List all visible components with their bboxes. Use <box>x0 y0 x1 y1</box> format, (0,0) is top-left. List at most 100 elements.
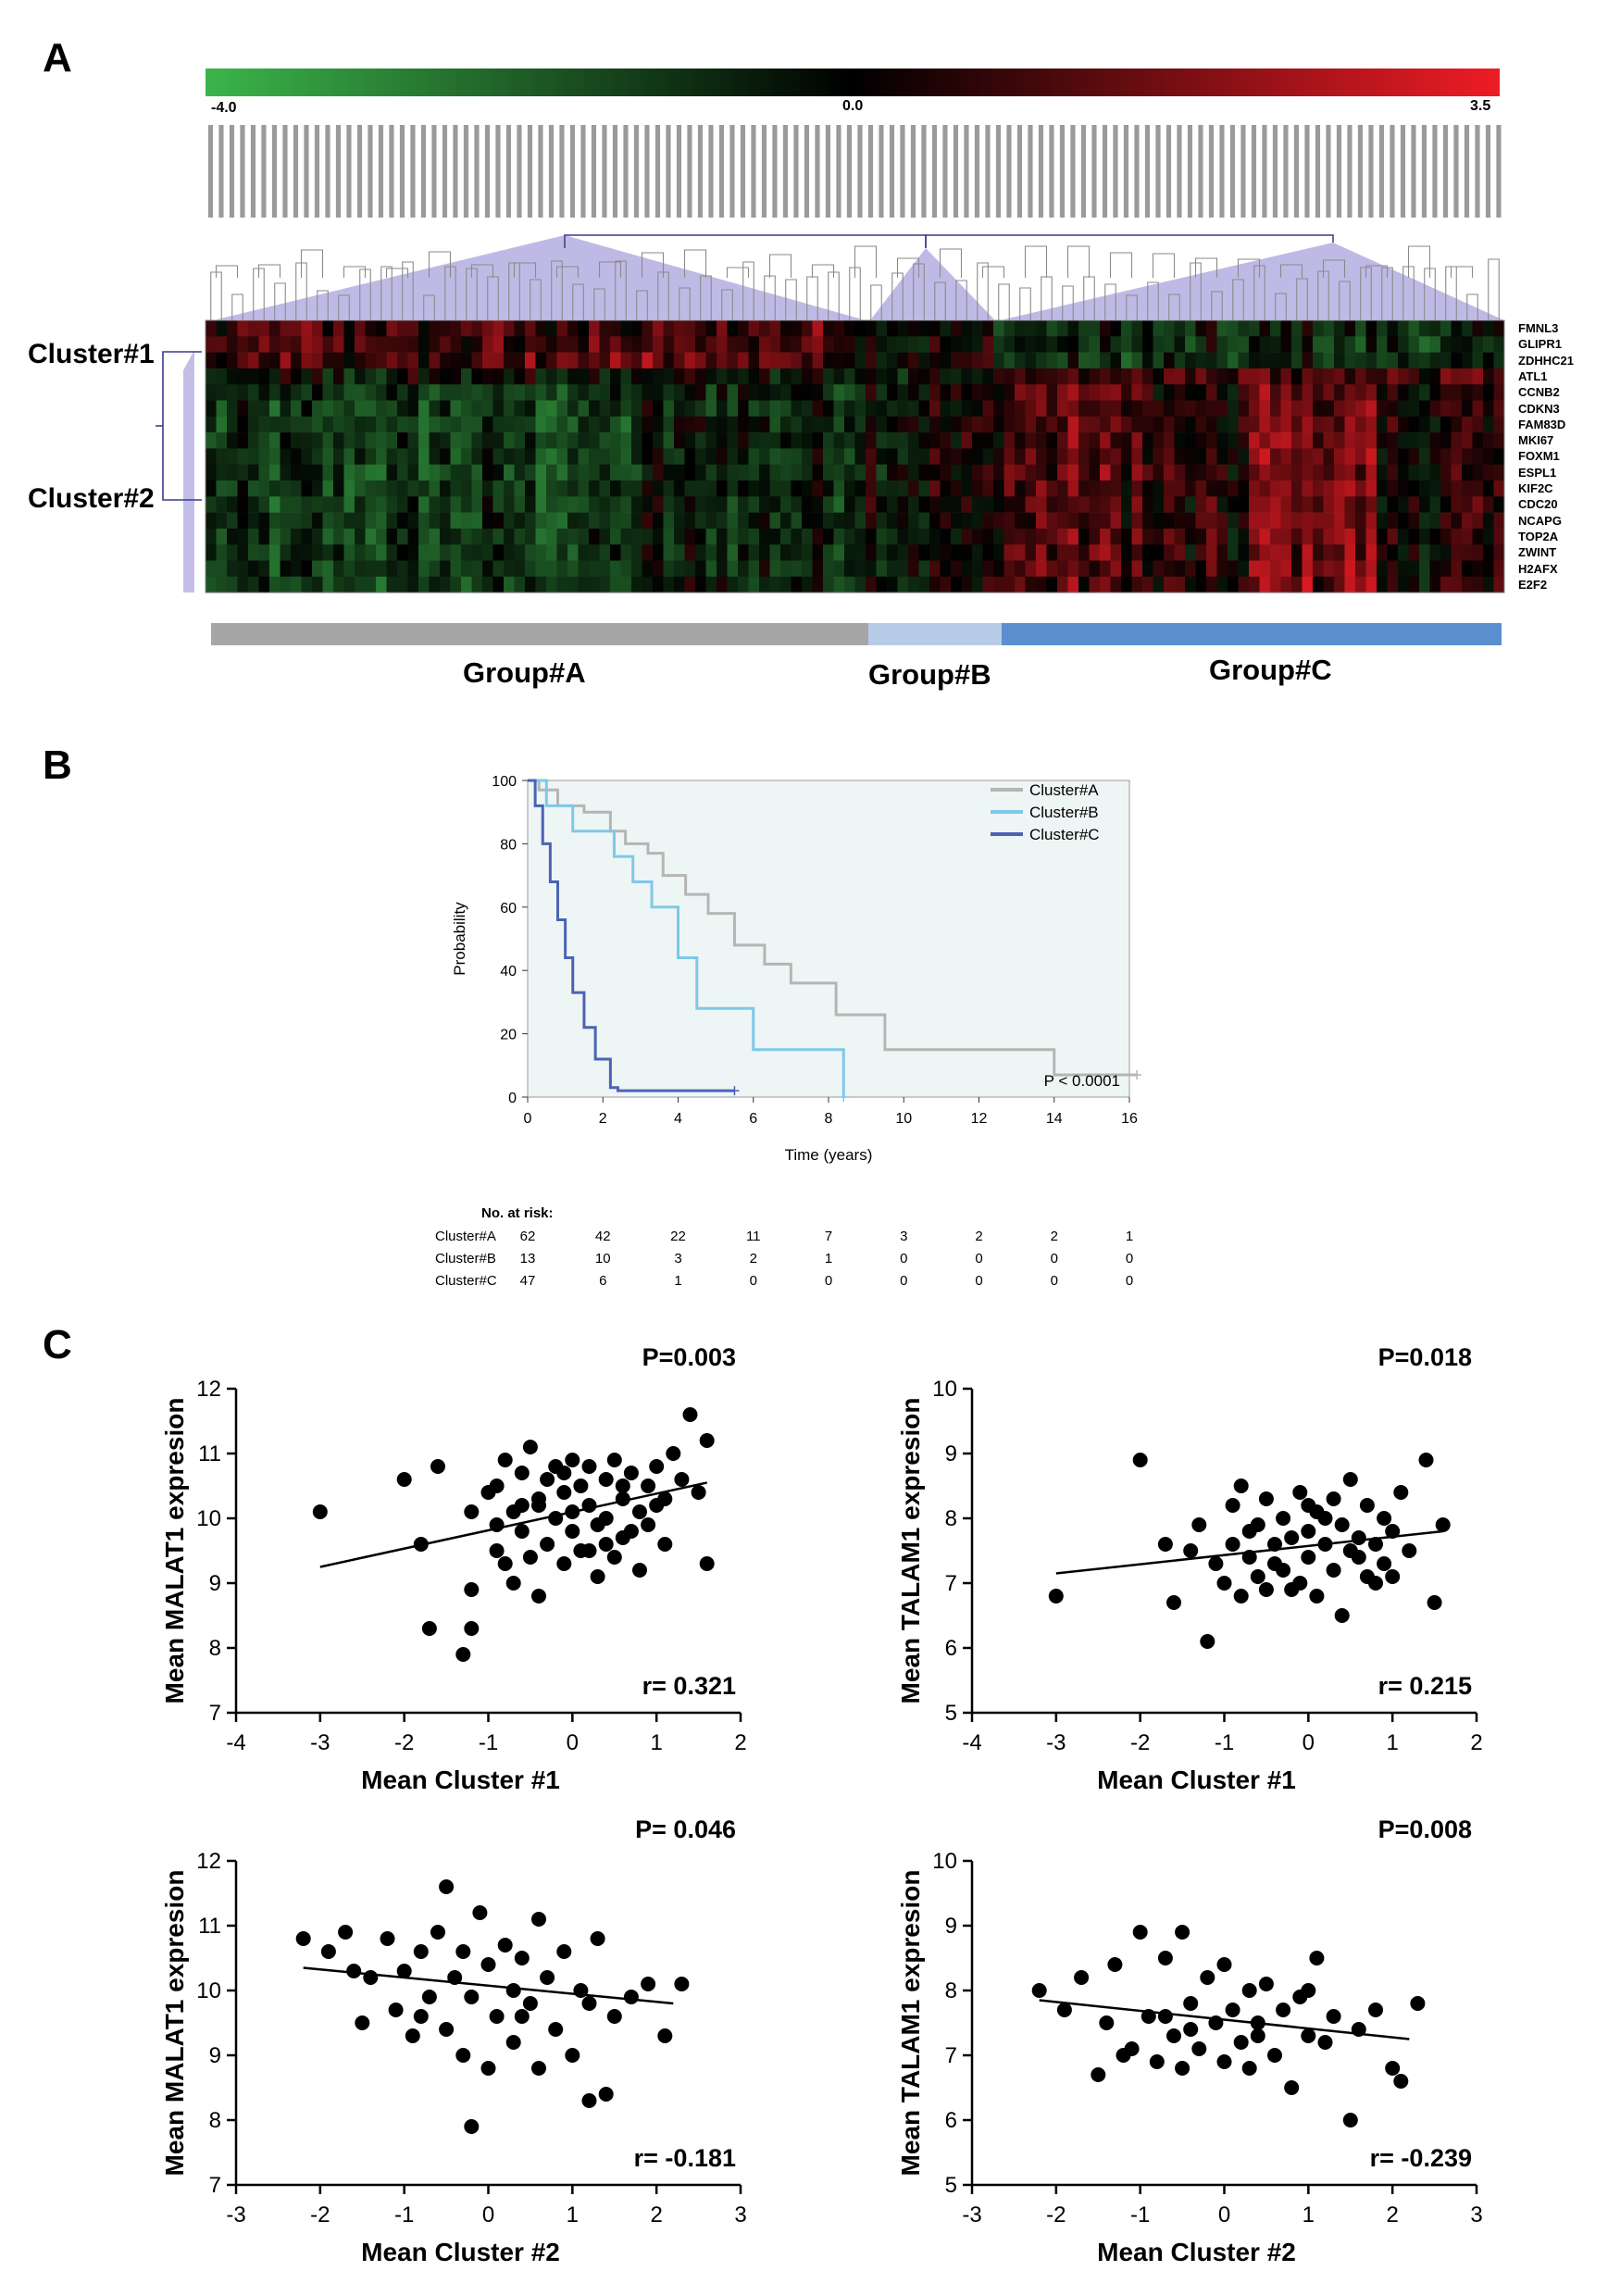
heatmap-cell <box>599 384 611 401</box>
heatmap-cell <box>1280 560 1292 578</box>
heatmap-cell <box>748 464 760 481</box>
heatmap-cell <box>876 400 888 418</box>
heatmap-cell <box>386 576 398 593</box>
km-risk-value: 1 <box>825 1251 832 1267</box>
heatmap-cell <box>1280 336 1292 353</box>
heatmap-cell <box>1110 528 1122 545</box>
heatmap-cell <box>897 384 909 401</box>
heatmap-cell <box>866 528 877 545</box>
heatmap-cell <box>833 320 845 337</box>
heatmap-cell <box>844 512 855 530</box>
heatmap-cell <box>1387 384 1399 401</box>
scatter-point <box>421 1621 437 1636</box>
heatmap-cell <box>759 496 770 513</box>
heatmap-cell <box>1046 576 1058 593</box>
heatmap-cell <box>546 512 557 530</box>
heatmap-cell <box>1089 576 1101 593</box>
heatmap-cell <box>674 384 685 401</box>
heatmap-cell <box>780 336 792 353</box>
scatter-pvalue: P=0.008 <box>1378 1816 1472 1843</box>
heatmap-cell <box>1078 384 1090 401</box>
heatmap-cell <box>1483 384 1494 401</box>
heatmap-cell <box>738 384 749 401</box>
heatmap-cell <box>1164 432 1175 449</box>
heatmap-cell <box>1036 368 1047 385</box>
heatmap-cell <box>429 320 441 337</box>
scatter-point <box>1216 1576 1232 1591</box>
heatmap-cell <box>1355 496 1366 513</box>
heatmap-cell <box>1365 464 1377 481</box>
heatmap-cell <box>365 464 377 481</box>
heatmap-cell <box>504 320 515 337</box>
heatmap-cell <box>1046 512 1058 530</box>
heatmap-cell <box>429 560 441 578</box>
heatmap-cell <box>578 496 590 513</box>
heatmap-cell <box>844 528 855 545</box>
heatmap-cell <box>897 512 909 530</box>
heatmap-cell <box>440 368 451 385</box>
heatmap-cell <box>1451 352 1463 369</box>
heatmap-cell <box>269 384 280 401</box>
heatmap-cell <box>216 576 228 593</box>
heatmap-cell <box>1483 352 1494 369</box>
heatmap-cell <box>450 352 462 369</box>
scatter-point <box>1301 1550 1316 1565</box>
scatter-point <box>531 1912 546 1927</box>
heatmap-cell <box>1121 464 1132 481</box>
heatmap-cell <box>248 448 259 465</box>
dendrogram-highlight-a <box>213 235 866 320</box>
heatmap-cell <box>780 544 792 561</box>
heatmap-cell <box>1131 512 1143 530</box>
heatmap-cell <box>631 544 642 561</box>
sample-id-label <box>1326 125 1331 218</box>
heatmap-cell <box>258 480 270 497</box>
sample-id-label <box>1283 125 1289 218</box>
heatmap-cell <box>504 528 515 545</box>
heatmap-cell <box>365 384 377 401</box>
km-risk-value: 47 <box>520 1273 536 1289</box>
sample-id-label <box>1357 125 1364 218</box>
heatmap-cell <box>248 320 259 337</box>
scatter-r-value: r= 0.215 <box>1378 1672 1472 1700</box>
heatmap-cell <box>280 480 292 497</box>
heatmap-cell <box>1078 432 1090 449</box>
heatmap-cell <box>1089 480 1101 497</box>
heatmap-cell <box>1451 368 1463 385</box>
heatmap-cell <box>248 368 259 385</box>
scatter-point <box>1301 1983 1316 1998</box>
heatmap-cell <box>301 464 313 481</box>
heatmap-cell <box>897 416 909 433</box>
sample-id-label <box>1240 125 1246 218</box>
heatmap-cell <box>535 544 547 561</box>
heatmap-cell <box>1472 528 1484 545</box>
heatmap-cell <box>1216 544 1228 561</box>
heatmap-cell <box>1100 448 1111 465</box>
heatmap-cell <box>258 416 270 433</box>
heatmap-cell <box>1313 320 1324 337</box>
heatmap-cell <box>738 480 749 497</box>
sample-id-label <box>1208 125 1215 218</box>
km-risk-value: 0 <box>900 1273 907 1289</box>
heatmap-cell <box>1057 336 1068 353</box>
heatmap-cell <box>780 528 792 545</box>
km-y-axis-label: Probability <box>451 902 468 976</box>
heatmap-cell <box>1344 400 1356 418</box>
heatmap-cell <box>1408 400 1420 418</box>
heatmap-cell <box>227 432 238 449</box>
heatmap-cell <box>695 320 706 337</box>
heatmap-cell <box>1153 528 1165 545</box>
heatmap-cell <box>1419 320 1430 337</box>
heatmap-cell <box>802 528 813 545</box>
heatmap-cell <box>1025 480 1037 497</box>
gene-label: CDKN3 <box>1518 401 1560 416</box>
dendrogram-branch <box>1232 279 1244 320</box>
heatmap-cell <box>237 448 249 465</box>
heatmap-cell <box>450 576 462 593</box>
heatmap-cell <box>1003 480 1016 497</box>
heatmap-cell <box>578 384 590 401</box>
heatmap-cell <box>908 480 919 497</box>
heatmap-cell <box>972 416 983 433</box>
heatmap-cell <box>589 576 600 593</box>
heatmap-cell <box>1100 528 1111 545</box>
heatmap-cell <box>471 448 483 465</box>
